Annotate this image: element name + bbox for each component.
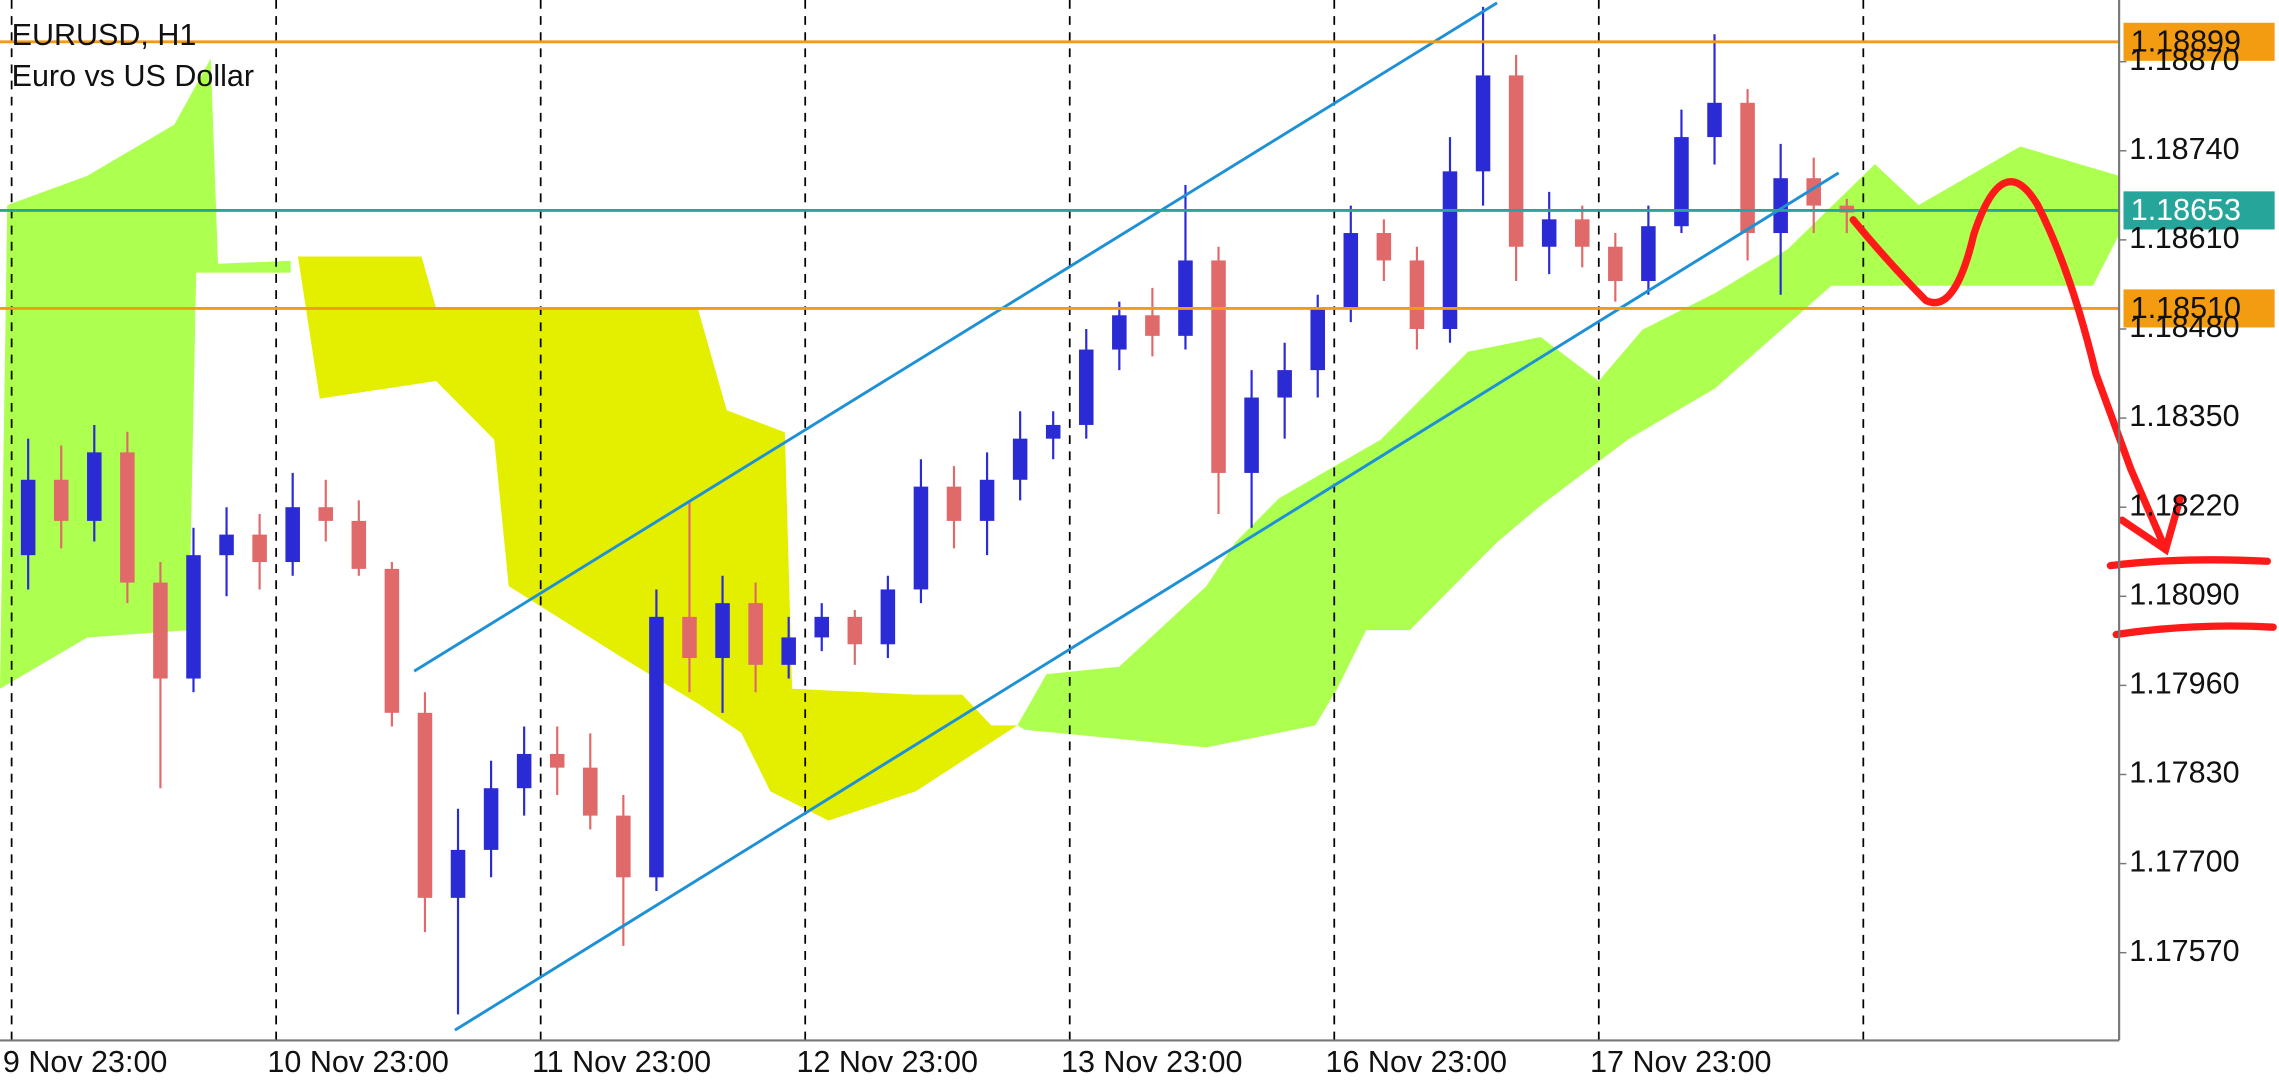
- price-levels: 1.18899 1.18653 1.18510: [0, 22, 2275, 328]
- candle-body: [1376, 233, 1392, 261]
- cloud-area: [1017, 146, 2120, 748]
- target-line: [2112, 622, 2277, 639]
- candle-body: [20, 479, 36, 556]
- candle-body: [814, 616, 830, 638]
- candle-body: [1211, 260, 1226, 473]
- candle-body: [1674, 137, 1689, 227]
- candle-body: [880, 589, 896, 645]
- candle-body: [1574, 219, 1590, 247]
- channel-line: [454, 171, 1840, 1032]
- candle-body: [1409, 260, 1425, 329]
- candle-body: [1244, 397, 1259, 473]
- candle-body: [483, 788, 499, 850]
- candle-body: [285, 507, 300, 563]
- y-tick-label: 1.18610: [2129, 221, 2239, 255]
- candle-body: [715, 603, 730, 658]
- grid: [10, 0, 1865, 1041]
- price-label: 1.18510: [2131, 291, 2241, 325]
- price-label-box: [2123, 22, 2275, 61]
- candle-body: [913, 486, 929, 590]
- y-tick-label: 1.18870: [2129, 43, 2239, 77]
- candle-body: [516, 753, 532, 789]
- candle-body: [1475, 75, 1491, 172]
- y-tick-label: 1.17960: [2129, 666, 2239, 700]
- candle-body: [186, 555, 201, 679]
- channel: [413, 1, 1840, 1032]
- arrow-head: [2118, 494, 2184, 556]
- candle-body: [1310, 308, 1325, 371]
- candle-body: [252, 534, 267, 563]
- candle-body: [417, 712, 433, 898]
- candle-body: [1079, 349, 1094, 425]
- candle-body: [1442, 171, 1458, 329]
- candle-body: [351, 520, 367, 569]
- y-tick-label: 1.17830: [2129, 756, 2239, 790]
- y-tick-label: 1.18350: [2129, 399, 2239, 433]
- axes: 1.17570 1.17700 1.17830 1.17960 1.18090 1.182…: [3, 43, 2240, 1079]
- candle-body: [1541, 219, 1557, 247]
- cloud-area: [0, 58, 291, 689]
- candle-body: [1641, 226, 1656, 282]
- candle-body: [1343, 233, 1359, 309]
- candle-body: [120, 452, 135, 583]
- price-label-box: [2123, 191, 2275, 230]
- candle-body: [616, 815, 631, 878]
- y-tick-label: 1.18480: [2129, 310, 2239, 344]
- candles: [20, 6, 1855, 1015]
- candle-body: [682, 616, 697, 658]
- y-tick-label: 1.18090: [2129, 577, 2239, 611]
- cloud-area: [297, 256, 1018, 821]
- candle-body: [219, 534, 234, 556]
- y-tick-label: 1.18740: [2129, 132, 2239, 166]
- price-label: 1.18899: [2131, 24, 2241, 58]
- candle-body: [748, 603, 763, 665]
- x-tick-label: 16 Nov 23:00: [1326, 1045, 1507, 1079]
- candle-body: [1608, 246, 1623, 282]
- candle-body: [979, 479, 995, 521]
- candle-body: [1145, 315, 1160, 336]
- x-tick-label: 9 Nov 23:00: [3, 1045, 167, 1079]
- candle-body: [781, 637, 796, 665]
- target-line: [2106, 556, 2272, 570]
- candle-body: [1773, 178, 1788, 234]
- y-tick-label: 1.17570: [2129, 934, 2239, 968]
- x-tick-label: 17 Nov 23:00: [1590, 1045, 1771, 1079]
- x-tick-label: 11 Nov 23:00: [532, 1045, 711, 1079]
- y-tick-label: 1.17700: [2129, 845, 2239, 879]
- channel-line: [413, 1, 1498, 673]
- candle-body: [1707, 102, 1722, 138]
- candle-body: [549, 753, 565, 768]
- candle-body: [1178, 260, 1193, 336]
- chart-subtitle: Euro vs US Dollar: [12, 59, 254, 93]
- candle-body: [1112, 315, 1127, 350]
- candle-body: [318, 507, 334, 521]
- candle-body: [153, 582, 168, 679]
- candle-body: [384, 568, 400, 713]
- x-tick-label: 13 Nov 23:00: [1061, 1045, 1242, 1079]
- candle-body: [53, 479, 69, 521]
- annotation: [1849, 178, 2277, 639]
- candle-body: [1045, 424, 1061, 439]
- price-label: 1.18653: [2131, 193, 2241, 227]
- candle-body: [946, 486, 962, 521]
- candle-body: [847, 616, 863, 645]
- candle-body: [87, 452, 102, 521]
- x-tick-label: 12 Nov 23:00: [796, 1045, 977, 1079]
- candle-body: [1012, 438, 1028, 480]
- price-label-box: [2123, 289, 2275, 328]
- x-tick-label: 10 Nov 23:00: [267, 1045, 448, 1079]
- candle-body: [583, 767, 598, 816]
- forecast-arrow: [1849, 178, 2170, 554]
- candle-body: [450, 849, 466, 898]
- candle-body: [1740, 102, 1755, 234]
- candle-body: [1508, 75, 1524, 247]
- y-tick-label: 1.18220: [2129, 488, 2239, 522]
- candle-body: [1277, 370, 1292, 398]
- chart-title: EURUSD, H1: [12, 18, 197, 52]
- ichimoku-cloud: [0, 58, 2120, 821]
- candle-body: [649, 616, 664, 878]
